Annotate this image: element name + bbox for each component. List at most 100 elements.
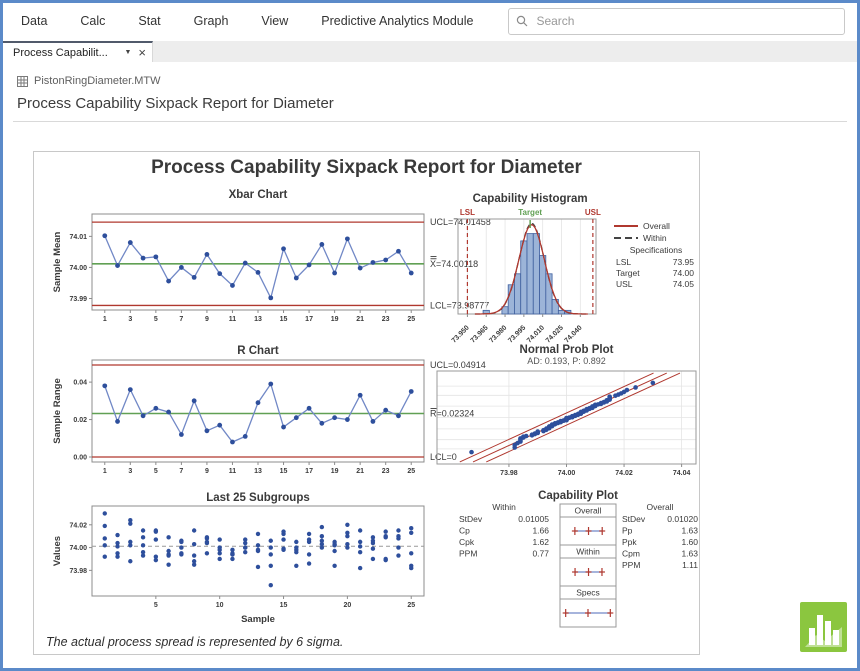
svg-text:74.010: 74.010 <box>526 324 546 344</box>
svg-text:Specifications: Specifications <box>630 245 682 255</box>
worksheet-icon <box>17 76 28 87</box>
svg-text:19: 19 <box>331 316 339 323</box>
svg-text:Cpm: Cpm <box>622 549 640 559</box>
svg-text:21: 21 <box>356 468 364 475</box>
svg-text:13: 13 <box>254 316 262 323</box>
svg-text:AD: 0.193, P: 0.892: AD: 0.193, P: 0.892 <box>527 356 606 366</box>
search-input[interactable] <box>534 13 837 29</box>
svg-text:Within: Within <box>492 502 516 512</box>
svg-text:9: 9 <box>205 468 209 475</box>
svg-text:74.02: 74.02 <box>69 522 87 529</box>
svg-text:Target: Target <box>518 208 542 217</box>
svg-text:Overall: Overall <box>575 506 602 516</box>
svg-text:25: 25 <box>407 468 415 475</box>
menu-item-calc[interactable]: Calc <box>80 14 105 28</box>
svg-text:13: 13 <box>254 468 262 475</box>
svg-text:73.98: 73.98 <box>69 568 87 575</box>
svg-text:0.00: 0.00 <box>73 455 87 462</box>
svg-text:73.980: 73.980 <box>488 324 508 344</box>
svg-text:Values: Values <box>52 536 63 566</box>
svg-text:74.025: 74.025 <box>545 324 565 344</box>
minitab-logo-icon[interactable] <box>800 602 847 652</box>
svg-text:USL: USL <box>585 208 601 217</box>
svg-text:23: 23 <box>382 316 390 323</box>
svg-text:1.66: 1.66 <box>532 526 549 536</box>
tab-label: Process Capabilit... <box>13 47 122 59</box>
menu-item-view[interactable]: View <box>261 14 288 28</box>
menu-item-data[interactable]: Data <box>21 14 47 28</box>
svg-text:11: 11 <box>229 468 237 475</box>
report-footnote: The actual process spread is represented… <box>46 635 343 649</box>
search-icon <box>516 15 528 27</box>
menu-item-stat[interactable]: Stat <box>138 14 160 28</box>
svg-text:0.01005: 0.01005 <box>518 514 549 524</box>
svg-text:Last 25 Subgroups: Last 25 Subgroups <box>206 492 310 504</box>
svg-text:Ppk: Ppk <box>622 537 637 547</box>
svg-text:1.62: 1.62 <box>532 537 549 547</box>
svg-text:73.95: 73.95 <box>673 257 695 267</box>
svg-text:Sample Mean: Sample Mean <box>52 231 63 292</box>
svg-text:73.99: 73.99 <box>69 296 87 303</box>
svg-text:20: 20 <box>343 602 351 609</box>
worksheet-name[interactable]: PistonRingDiameter.MTW <box>34 75 161 87</box>
svg-text:11: 11 <box>229 316 237 323</box>
svg-text:0.04: 0.04 <box>73 380 87 387</box>
svg-text:Target: Target <box>616 268 640 278</box>
svg-text:25: 25 <box>407 316 415 323</box>
svg-text:Xbar Chart: Xbar Chart <box>229 189 288 201</box>
svg-text:R Chart: R Chart <box>237 345 279 357</box>
svg-text:0.77: 0.77 <box>532 549 549 559</box>
tab-dropdown-icon[interactable]: ▼ <box>124 49 131 56</box>
svg-text:Overall: Overall <box>643 221 670 231</box>
menu-item-graph[interactable]: Graph <box>194 14 229 28</box>
svg-text:74.00: 74.00 <box>673 268 695 278</box>
svg-text:23: 23 <box>382 468 390 475</box>
svg-text:7: 7 <box>179 468 183 475</box>
svg-text:Within: Within <box>576 547 600 557</box>
document-tab[interactable]: Process Capabilit... ▼ × <box>3 41 153 62</box>
svg-text:LCL=0: LCL=0 <box>430 452 457 462</box>
svg-text:1.63: 1.63 <box>681 549 698 559</box>
svg-text:74.00: 74.00 <box>558 470 576 477</box>
svg-text:Cp: Cp <box>459 526 470 536</box>
svg-text:21: 21 <box>356 316 364 323</box>
svg-text:5: 5 <box>154 602 158 609</box>
svg-text:15: 15 <box>280 316 288 323</box>
svg-text:1: 1 <box>103 468 107 475</box>
svg-text:Pp: Pp <box>622 526 633 536</box>
svg-text:Sample: Sample <box>241 614 275 625</box>
svg-text:5: 5 <box>154 468 158 475</box>
svg-text:0.02: 0.02 <box>73 417 87 424</box>
svg-text:74.02: 74.02 <box>615 470 633 477</box>
svg-text:1.11: 1.11 <box>682 560 698 570</box>
svg-text:9: 9 <box>205 316 209 323</box>
svg-text:PPM: PPM <box>459 549 477 559</box>
menu-item-predictive-analytics-module[interactable]: Predictive Analytics Module <box>321 14 473 28</box>
svg-text:LSL: LSL <box>616 257 631 267</box>
svg-text:StDev: StDev <box>459 514 483 524</box>
svg-text:Capability Plot: Capability Plot <box>538 490 618 502</box>
svg-text:5: 5 <box>154 316 158 323</box>
tab-close-icon[interactable]: × <box>138 46 146 59</box>
svg-text:74.040: 74.040 <box>564 324 584 344</box>
svg-text:19: 19 <box>331 468 339 475</box>
svg-text:LCL=73.98777: LCL=73.98777 <box>430 300 489 310</box>
svg-text:15: 15 <box>280 602 288 609</box>
svg-text:0.01020: 0.01020 <box>667 514 698 524</box>
svg-text:10: 10 <box>216 602 224 609</box>
search-box[interactable] <box>508 8 845 35</box>
svg-text:PPM: PPM <box>622 560 640 570</box>
svg-text:Overall: Overall <box>647 502 674 512</box>
sixpack-charts[interactable]: Xbar Chart73.9974.0074.01135791113151719… <box>34 182 699 632</box>
svg-text:74.04: 74.04 <box>673 470 691 477</box>
menu-bar: Data Calc Stat Graph View Predictive Ana… <box>3 3 857 39</box>
svg-text:LSL: LSL <box>460 208 475 217</box>
svg-text:74.00: 74.00 <box>69 545 87 552</box>
svg-text:1.63: 1.63 <box>681 526 698 536</box>
divider <box>13 121 847 122</box>
svg-text:Cpk: Cpk <box>459 537 475 547</box>
svg-text:StDev: StDev <box>622 514 646 524</box>
svg-text:UCL=0.04914: UCL=0.04914 <box>430 360 486 370</box>
svg-text:3: 3 <box>128 468 132 475</box>
tab-strip: Process Capabilit... ▼ × <box>3 41 857 62</box>
